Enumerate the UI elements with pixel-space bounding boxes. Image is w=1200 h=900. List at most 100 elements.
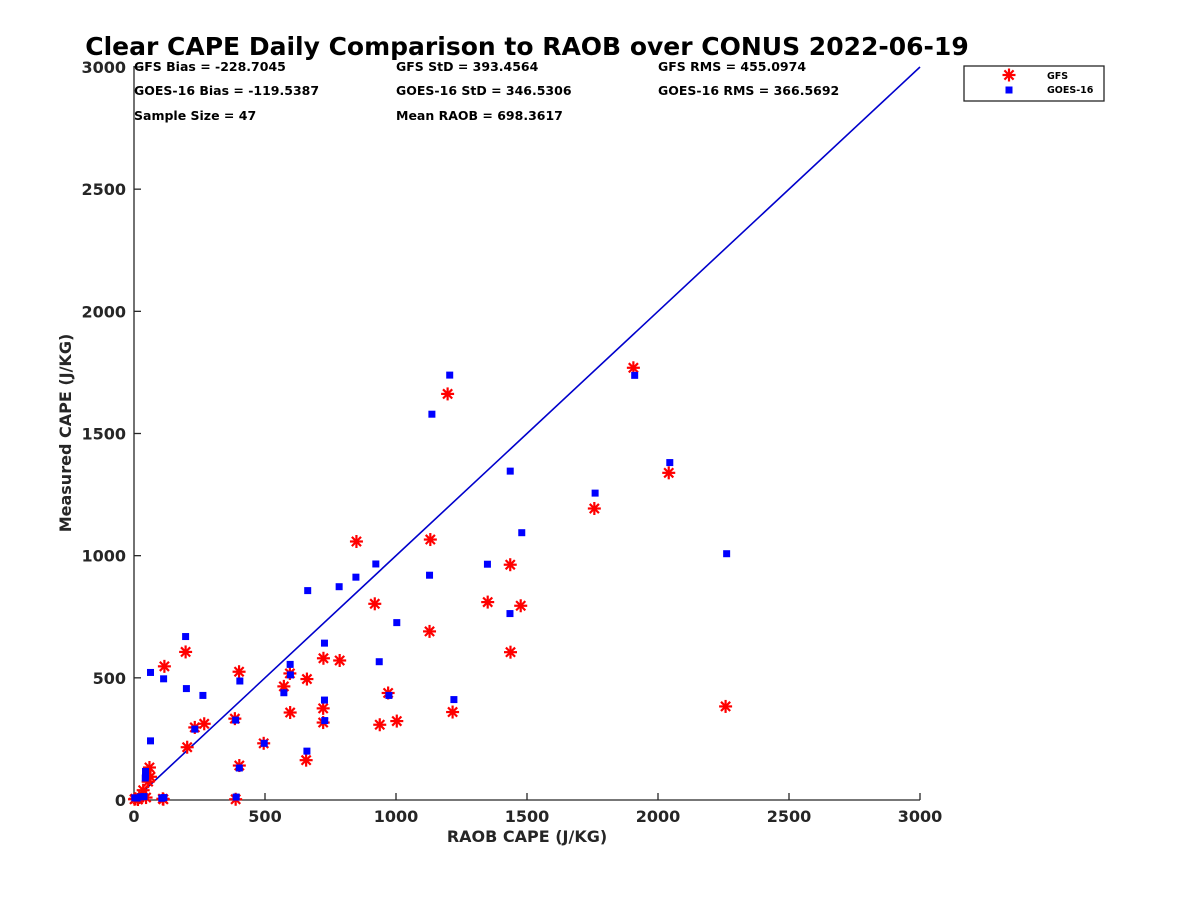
- y-tick-label: 500: [93, 669, 126, 688]
- data-point-gfs: [157, 659, 171, 673]
- reference-line: [133, 66, 921, 801]
- data-point-goes-16: [631, 371, 639, 379]
- data-point-goes-16: [372, 560, 380, 568]
- data-point-goes-16: [393, 619, 401, 627]
- data-point-gfs: [503, 558, 517, 572]
- stat-goes16-rms: GOES-16 RMS = 366.5692: [658, 83, 839, 98]
- data-point-goes-16: [280, 689, 288, 697]
- data-point-gfs: [349, 534, 363, 548]
- y-tick-label: 3000: [81, 58, 126, 77]
- series-goes-16: [131, 371, 731, 802]
- legend-label-gfs: GFS: [1047, 71, 1068, 82]
- data-point-gfs: [514, 599, 528, 613]
- series-group: [128, 361, 733, 807]
- data-point-goes-16: [375, 658, 383, 666]
- data-point-gfs: [423, 533, 437, 547]
- data-point-goes-16: [518, 529, 526, 537]
- data-point-goes-16: [591, 489, 599, 497]
- data-point-gfs: [390, 714, 404, 728]
- data-point-gfs: [368, 597, 382, 611]
- x-tick-label: 1500: [505, 807, 550, 826]
- x-axis-ticks: 0 500 1000 1500 2000 2500 3000: [128, 793, 942, 826]
- data-point-goes-16: [352, 573, 360, 581]
- data-point-gfs: [587, 502, 601, 516]
- y-tick-label: 1000: [81, 547, 126, 566]
- data-point-goes-16: [506, 610, 514, 618]
- data-point-goes-16: [182, 633, 190, 641]
- data-point-goes-16: [141, 774, 149, 782]
- data-point-goes-16: [133, 794, 141, 802]
- data-point-goes-16: [160, 675, 168, 683]
- y-tick-label: 2500: [81, 180, 126, 199]
- reference-line-group: [133, 66, 921, 801]
- data-point-goes-16: [232, 793, 240, 801]
- x-tick-label: 2000: [636, 807, 681, 826]
- data-point-goes-16: [335, 583, 343, 591]
- data-point-gfs: [441, 387, 455, 401]
- data-point-goes-16: [446, 371, 454, 379]
- stat-mean-raob: Mean RAOB = 698.3617: [396, 108, 563, 123]
- data-point-goes-16: [320, 639, 328, 647]
- stat-gfs-bias: GFS Bias = -228.7045: [134, 59, 286, 74]
- data-point-goes-16: [321, 717, 329, 725]
- data-point-goes-16: [260, 739, 268, 747]
- data-point-goes-16: [723, 550, 731, 558]
- data-point-goes-16: [140, 793, 148, 801]
- stat-sample-size: Sample Size = 47: [134, 108, 256, 123]
- data-point-goes-16: [236, 677, 244, 685]
- legend-asterisk-marker: [1002, 68, 1016, 82]
- data-point-goes-16: [191, 725, 199, 733]
- data-point-goes-16: [506, 467, 514, 475]
- data-point-gfs: [662, 466, 676, 480]
- data-point-gfs: [180, 740, 194, 754]
- plot-area: 0 500 1000 1500 2000 2500 3000 0 500 1000 1500 200…: [81, 58, 942, 826]
- data-point-goes-16: [142, 767, 150, 775]
- data-point-gfs: [232, 665, 246, 679]
- x-axis-label: RAOB CAPE (J/KG): [447, 827, 607, 846]
- legend: GFS GOES-16: [963, 65, 1105, 102]
- data-point-goes-16: [147, 737, 155, 745]
- data-point-gfs: [423, 624, 437, 638]
- x-tick-label: 3000: [898, 807, 943, 826]
- legend-box: [963, 65, 1105, 102]
- data-point-goes-16: [286, 671, 294, 679]
- data-point-goes-16: [147, 668, 155, 676]
- chart-title: Clear CAPE Daily Comparison to RAOB over…: [85, 32, 968, 61]
- data-point-gfs: [719, 699, 733, 713]
- data-point-goes-16: [320, 696, 328, 704]
- data-point-gfs: [300, 672, 314, 686]
- data-point-goes-16: [160, 794, 168, 802]
- data-point-goes-16: [304, 587, 312, 595]
- data-point-gfs: [316, 701, 330, 715]
- data-point-goes-16: [450, 696, 458, 704]
- legend-marker-goes-16: [1005, 86, 1013, 94]
- data-point-gfs: [446, 705, 460, 719]
- data-point-gfs: [316, 651, 330, 665]
- y-tick-label: 2000: [81, 302, 126, 321]
- legend-square-marker: [1005, 86, 1013, 94]
- data-point-goes-16: [199, 691, 207, 699]
- stat-goes16-bias: GOES-16 Bias = -119.5387: [134, 83, 319, 98]
- data-point-goes-16: [385, 691, 393, 699]
- x-tick-label: 1000: [374, 807, 419, 826]
- data-point-goes-16: [483, 560, 491, 568]
- data-point-gfs: [373, 718, 387, 732]
- legend-label-goes-16: GOES-16: [1047, 85, 1094, 96]
- data-point-goes-16: [666, 459, 674, 467]
- data-point-gfs: [179, 645, 193, 659]
- y-tick-label: 1500: [81, 425, 126, 444]
- data-point-gfs: [283, 706, 297, 720]
- x-tick-label: 2500: [767, 807, 812, 826]
- y-tick-label: 0: [115, 791, 126, 810]
- data-point-gfs: [503, 645, 517, 659]
- y-axis-ticks: 0 500 1000 1500 2000 2500 3000: [81, 58, 141, 810]
- data-point-goes-16: [303, 747, 311, 755]
- stat-gfs-rms: GFS RMS = 455.0974: [658, 59, 806, 74]
- data-point-goes-16: [428, 410, 436, 418]
- data-point-gfs: [333, 653, 347, 667]
- data-point-goes-16: [426, 571, 434, 579]
- data-point-goes-16: [286, 660, 294, 668]
- data-point-goes-16: [182, 685, 190, 693]
